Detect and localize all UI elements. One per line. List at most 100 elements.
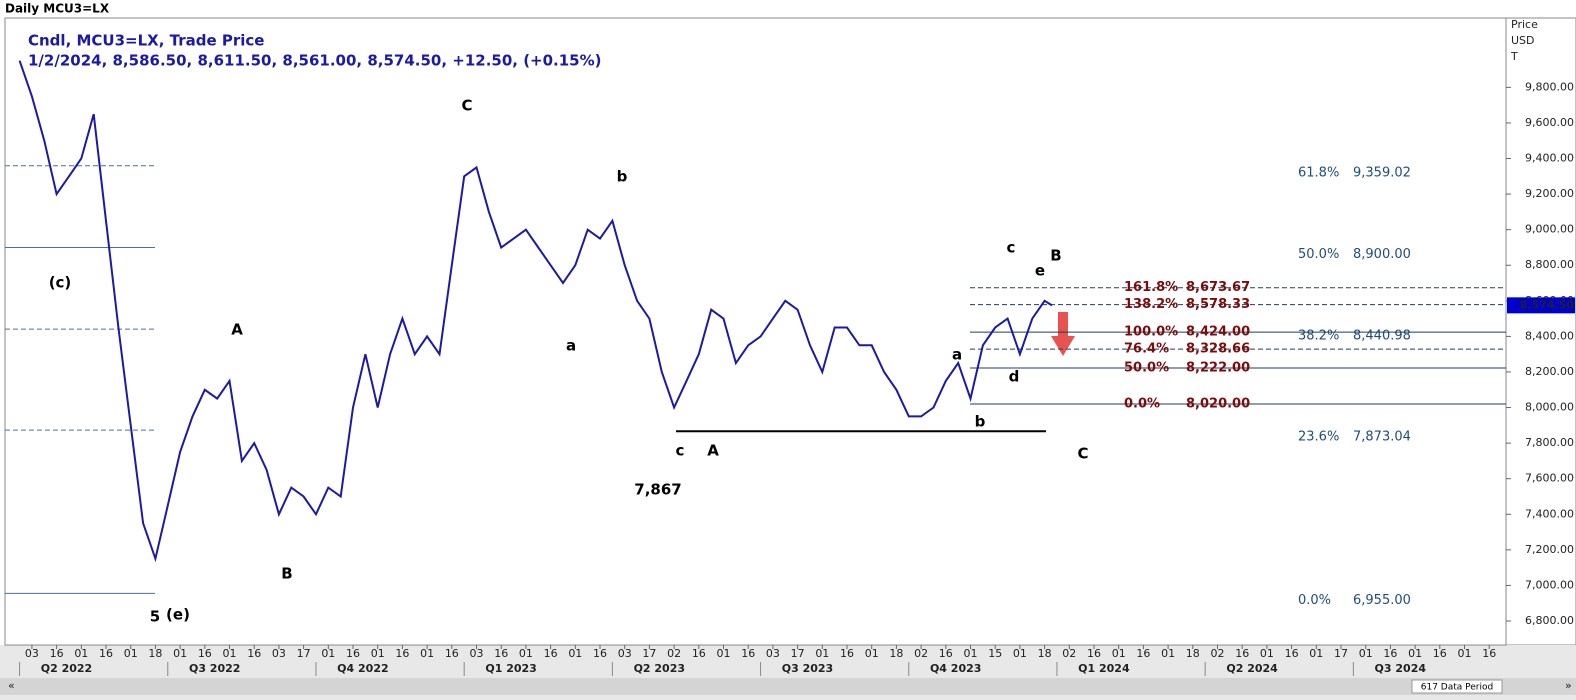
support-label: 7,867 bbox=[634, 481, 681, 499]
x-tick-label: 16 bbox=[593, 647, 607, 660]
x-tick-label: 01 bbox=[1260, 647, 1274, 660]
wave-label: b bbox=[975, 413, 986, 431]
wave-label: a bbox=[952, 346, 962, 364]
y-axis-label: USD bbox=[1511, 34, 1535, 47]
x-tick-label: 01 bbox=[568, 647, 582, 660]
price-line bbox=[18, 60, 1053, 563]
fib-value: 8,673.67 bbox=[1186, 280, 1250, 295]
y-tick-label: 8,800.00 bbox=[1525, 258, 1574, 271]
x-tick-label: 02 bbox=[667, 647, 681, 660]
wave-label: (e) bbox=[166, 606, 190, 624]
footer-box bbox=[1411, 679, 1503, 694]
last-price-label: 8,574.50 bbox=[1520, 298, 1575, 311]
wave-label: 5 bbox=[150, 608, 160, 626]
fib-value: 6,955.00 bbox=[1353, 593, 1411, 608]
x-tick-label: 18 bbox=[1186, 647, 1200, 660]
wave-label: e bbox=[1035, 262, 1045, 280]
wave-label: (c) bbox=[49, 274, 72, 292]
fib-pct: 23.6% bbox=[1298, 430, 1339, 445]
x-tick-label: 17 bbox=[642, 647, 656, 660]
y-tick-label: 8,400.00 bbox=[1525, 329, 1574, 342]
x-tick-label: 03 bbox=[618, 647, 632, 660]
x-tick-label: 01 bbox=[815, 647, 829, 660]
x-tick-label: 16 bbox=[346, 647, 360, 660]
scroll-left[interactable]: « bbox=[8, 679, 15, 692]
scrollbar[interactable] bbox=[0, 678, 1576, 695]
y-tick-label: 8,200.00 bbox=[1525, 365, 1574, 378]
x-tick-label: 17 bbox=[1334, 647, 1348, 660]
last-price-box bbox=[1507, 297, 1575, 314]
x-tick-label: 16 bbox=[692, 647, 706, 660]
x-tick-label: 16 bbox=[1235, 647, 1249, 660]
fib-pct: 38.2% bbox=[1298, 329, 1339, 344]
y-axis-label: T bbox=[1510, 50, 1518, 63]
fib-pct: 50.0% bbox=[1124, 361, 1169, 376]
fib-value: 8,900.00 bbox=[1353, 247, 1411, 262]
x-tick-label: 01 bbox=[124, 647, 138, 660]
y-tick-label: 7,800.00 bbox=[1525, 436, 1574, 449]
y-tick-label: 9,800.00 bbox=[1525, 80, 1574, 93]
quarter-label: Q2 2022 bbox=[41, 662, 92, 675]
x-tick-label: 02 bbox=[1211, 647, 1225, 660]
x-tick-label: 15 bbox=[988, 647, 1002, 660]
x-tick-label: 01 bbox=[1309, 647, 1323, 660]
y-tick-label: 8,000.00 bbox=[1525, 401, 1574, 414]
x-tick-label: 01 bbox=[519, 647, 533, 660]
quarter-label: Q2 2023 bbox=[634, 662, 685, 675]
x-tick-label: 03 bbox=[470, 647, 484, 660]
x-tick-label: 16 bbox=[395, 647, 409, 660]
y-axis-label: Price bbox=[1511, 18, 1538, 31]
quarter-label: Q1 2023 bbox=[485, 662, 536, 675]
x-tick-label: 01 bbox=[1013, 647, 1027, 660]
x-tick-label: 01 bbox=[717, 647, 731, 660]
fib-value: 8,020.00 bbox=[1186, 396, 1250, 411]
x-tick-label: 16 bbox=[840, 647, 854, 660]
x-tick-label: 16 bbox=[1136, 647, 1150, 660]
x-tick-label: 01 bbox=[371, 647, 385, 660]
quarter-label: Q4 2023 bbox=[930, 662, 981, 675]
y-axis-panel bbox=[1505, 17, 1576, 646]
fib-pct: 50.0% bbox=[1298, 247, 1339, 262]
fib-value: 8,578.33 bbox=[1186, 297, 1250, 312]
scroll-right[interactable]: » bbox=[1565, 679, 1572, 692]
fib-pct: 76.4% bbox=[1124, 342, 1169, 357]
x-tick-label: 18 bbox=[148, 647, 162, 660]
x-tick-label: 16 bbox=[247, 647, 261, 660]
fib-pct: 0.0% bbox=[1298, 593, 1331, 608]
x-tick-label: 16 bbox=[741, 647, 755, 660]
fib-pct: 161.8% bbox=[1124, 280, 1178, 295]
x-tick-label: 01 bbox=[420, 647, 434, 660]
quarter-label: Q3 2022 bbox=[189, 662, 240, 675]
quarter-label: Q3 2024 bbox=[1375, 662, 1427, 675]
x-tick-label: 01 bbox=[1408, 647, 1422, 660]
x-tick-label: 01 bbox=[964, 647, 978, 660]
footer: 617 Data Period bbox=[1421, 683, 1493, 693]
x-tick-label: 18 bbox=[889, 647, 903, 660]
x-tick-label: 16 bbox=[99, 647, 113, 660]
x-tick-label: 16 bbox=[50, 647, 64, 660]
x-tick-label: 16 bbox=[1433, 647, 1447, 660]
x-tick-label: 16 bbox=[1285, 647, 1299, 660]
x-tick-label: 01 bbox=[223, 647, 237, 660]
wave-label: c bbox=[676, 442, 685, 460]
plot-frame bbox=[4, 17, 1507, 646]
wave-label: C bbox=[1077, 445, 1088, 463]
wave-label: B bbox=[281, 565, 292, 583]
quarter-label: Q4 2022 bbox=[337, 662, 388, 675]
fib-pct: 0.0% bbox=[1124, 396, 1160, 411]
x-tick-label: 01 bbox=[173, 647, 187, 660]
y-tick-label: 6,800.00 bbox=[1525, 614, 1574, 627]
chart-title: Daily MCU3=LX bbox=[5, 2, 110, 16]
x-tick-label: 01 bbox=[321, 647, 335, 660]
y-tick-label: 9,600.00 bbox=[1525, 116, 1574, 129]
x-tick-label: 16 bbox=[1482, 647, 1496, 660]
x-tick-label: 01 bbox=[865, 647, 879, 660]
wave-label: A bbox=[707, 442, 719, 460]
fib-value: 8,222.00 bbox=[1186, 361, 1250, 376]
wave-label: C bbox=[461, 97, 472, 115]
x-tick-label: 01 bbox=[1112, 647, 1126, 660]
x-tick-label: 16 bbox=[939, 647, 953, 660]
y-tick-label: 7,600.00 bbox=[1525, 472, 1574, 485]
